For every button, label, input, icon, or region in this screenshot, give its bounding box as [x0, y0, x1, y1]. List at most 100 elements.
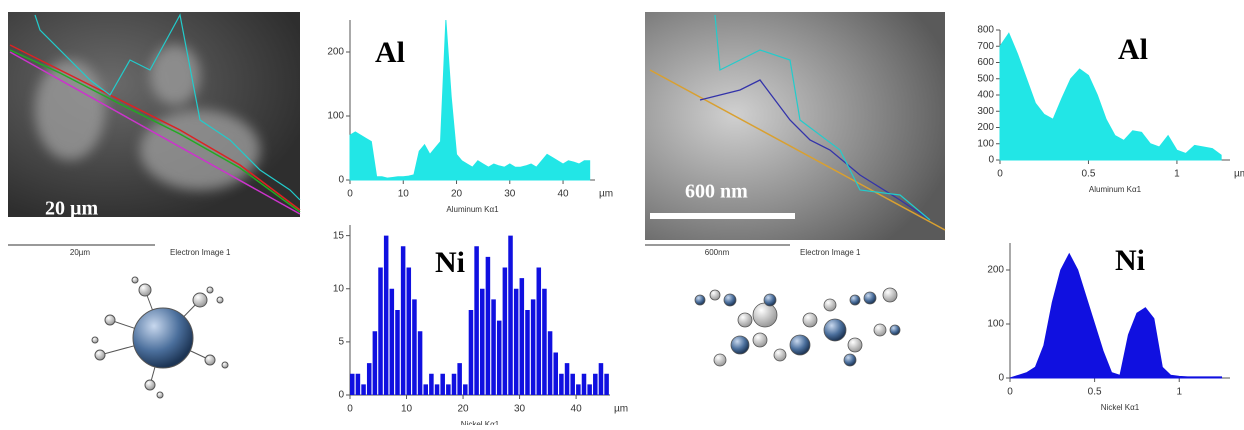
x-tick-label: 0.5: [1082, 169, 1096, 180]
y-tick-label: 200: [977, 122, 994, 133]
y-tick-label: 800: [977, 25, 994, 36]
molecule-diagram: [92, 277, 228, 398]
panel-label: Ni: [1115, 244, 1145, 277]
bar: [593, 374, 598, 395]
x-unit: µm: [1234, 169, 1244, 180]
bar: [537, 268, 542, 396]
bar: [384, 236, 389, 395]
x-tick-label: 30: [504, 189, 516, 200]
bar: [423, 384, 428, 395]
x-tick-label: 10: [401, 404, 413, 415]
bar: [373, 331, 378, 395]
x-axis-label: Aluminum Kα1: [1089, 185, 1142, 194]
bar: [446, 384, 451, 395]
x-tick-label: 40: [571, 404, 583, 415]
x-tick-label: 1: [1174, 169, 1180, 180]
x-unit: µm: [599, 189, 613, 200]
bar: [520, 278, 525, 395]
figure: 20 µm 20µm Electron Image 1 600 nm 600nm…: [0, 0, 1244, 425]
bar: [553, 353, 558, 396]
y-tick-label: 200: [327, 47, 344, 58]
bar: [469, 310, 474, 395]
bar: [559, 374, 564, 395]
y-tick-label: 500: [977, 73, 994, 84]
x-tick-label: 20: [451, 189, 463, 200]
x-tick-label: 0: [1007, 387, 1013, 398]
bar: [480, 289, 485, 395]
x-tick-label: 0: [347, 189, 353, 200]
y-tick-label: 300: [977, 106, 994, 117]
y-tick-label: 15: [333, 230, 345, 241]
bar: [440, 374, 445, 395]
y-tick-label: 400: [977, 90, 994, 101]
x-tick-label: 0: [347, 404, 353, 415]
bar: [542, 289, 547, 395]
x-tick-label: 0.5: [1088, 387, 1102, 398]
image-caption: Electron Image 1: [170, 248, 231, 257]
sem-image: 600 nm 600nm Electron Image 1: [645, 12, 945, 257]
bar: [514, 289, 519, 395]
y-tick-label: 0: [998, 373, 1004, 384]
scale-bar-label: 20µm: [70, 248, 91, 257]
y-tick-label: 10: [333, 283, 345, 294]
bar: [418, 331, 423, 395]
bar: [407, 268, 412, 396]
scale-label: 600 nm: [685, 181, 748, 203]
bar: [412, 299, 417, 395]
bar: [361, 384, 366, 395]
y-tick-label: 0: [988, 155, 994, 166]
x-tick-label: 0: [997, 169, 1003, 180]
y-tick-label: 700: [977, 41, 994, 52]
scale-label: 20 µm: [45, 198, 99, 220]
x-tick-label: 10: [398, 189, 410, 200]
bar: [486, 257, 491, 395]
bar: [395, 310, 400, 395]
y-tick-label: 600: [977, 57, 994, 68]
bar: [457, 363, 462, 395]
x-tick-label: 30: [514, 404, 526, 415]
y-tick-label: 100: [987, 319, 1004, 330]
bar: [497, 321, 502, 395]
scale-bar-label: 600nm: [705, 248, 730, 257]
bar: [570, 374, 575, 395]
bar: [463, 384, 468, 395]
y-tick-label: 0: [338, 390, 344, 401]
bar: [599, 363, 604, 395]
bar: [378, 268, 383, 396]
x-axis-label: Nickel Kα1: [1101, 403, 1140, 412]
bar: [401, 246, 406, 395]
x-unit: µm: [614, 404, 628, 415]
y-tick-label: 200: [987, 265, 1004, 276]
cluster-diagram: [695, 288, 900, 366]
bar: [390, 289, 395, 395]
bar: [429, 374, 434, 395]
x-tick-label: 20: [457, 404, 469, 415]
bar: [435, 384, 440, 395]
panel-label: Ni: [435, 246, 465, 279]
bar: [474, 246, 479, 395]
bar: [503, 268, 508, 396]
sem-image: 20 µm 20µm Electron Image 1: [8, 12, 300, 257]
bar: [367, 363, 372, 395]
y-tick-label: 100: [327, 111, 344, 122]
x-axis-label: Aluminum Kα1: [446, 205, 499, 214]
y-tick-label: 100: [977, 138, 994, 149]
panel-label: Al: [1118, 33, 1148, 66]
bar: [491, 299, 496, 395]
x-tick-label: 40: [557, 189, 569, 200]
bar: [452, 374, 457, 395]
image-caption: Electron Image 1: [800, 248, 861, 257]
x-axis-label: Nickel Kα1: [461, 420, 500, 425]
y-tick-label: 5: [338, 337, 344, 348]
bar: [531, 299, 536, 395]
y-tick-label: 0: [338, 175, 344, 186]
bar: [548, 331, 553, 395]
bar: [565, 363, 570, 395]
panel-label: Al: [375, 36, 405, 69]
bar: [350, 374, 355, 395]
x-tick-label: 1: [1176, 387, 1182, 398]
bar: [576, 384, 581, 395]
bar: [604, 374, 609, 395]
area: [1000, 33, 1221, 160]
bar: [587, 384, 592, 395]
